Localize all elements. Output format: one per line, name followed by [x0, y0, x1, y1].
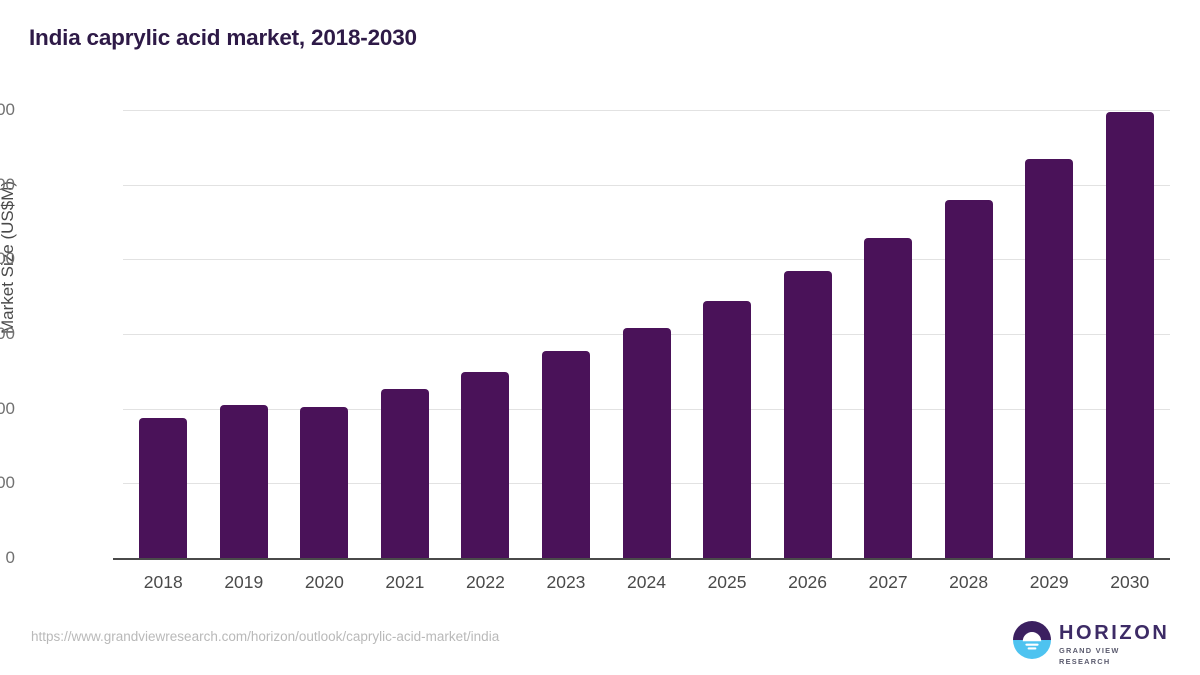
bar-group	[783, 110, 832, 558]
y-axis-tick-label: 600	[0, 100, 15, 119]
brand-logo: HORIZON GRAND VIEW RESEARCH	[1012, 618, 1167, 666]
bar-2022[interactable]	[461, 372, 510, 558]
gridline	[123, 110, 1170, 111]
bar-2028[interactable]	[944, 200, 993, 558]
bar-group	[461, 110, 510, 558]
x-axis-tick-label: 2021	[385, 572, 425, 592]
logo-text-block: HORIZON GRAND VIEW RESEARCH	[1059, 623, 1169, 667]
x-axis-tick-label: 2029	[1029, 572, 1069, 592]
x-axis-tick-label: 2024	[627, 572, 666, 592]
y-axis-tick-label: 300	[0, 324, 15, 343]
bar-group	[219, 110, 268, 558]
x-axis-tick-label: 2018	[143, 572, 183, 592]
bar-group	[380, 110, 429, 558]
x-axis-tick-label: 2026	[788, 572, 828, 592]
bar-2030[interactable]	[1105, 112, 1154, 558]
bar-2023[interactable]	[541, 351, 590, 558]
bar-2020[interactable]	[300, 407, 349, 558]
y-axis-tick-label: 100	[0, 473, 15, 493]
logo-tagline: GRAND VIEW RESEARCH	[1059, 646, 1120, 666]
bar-group	[1025, 110, 1074, 558]
y-axis-tick-label: 500	[0, 174, 15, 194]
x-axis-tick-label: 2022	[465, 572, 505, 592]
bar-group	[864, 110, 913, 558]
x-axis-tick-label: 2028	[949, 572, 989, 592]
bar-2019[interactable]	[219, 404, 268, 558]
y-axis-tick-label: 400	[0, 249, 15, 269]
horizon-logo-icon	[1013, 621, 1051, 659]
bar-group	[300, 110, 349, 558]
plot-area	[123, 110, 1170, 558]
y-axis-tick-label: 0	[5, 548, 15, 567]
x-axis-tick-label: 2027	[868, 572, 908, 592]
logo-wordmark: HORIZON	[1059, 622, 1170, 644]
source-url[interactable]: https://www.grandviewresearch.com/horizo…	[31, 629, 500, 644]
bar-2027[interactable]	[864, 238, 913, 558]
y-axis-tick-label: 200	[0, 398, 15, 418]
bar-group	[1105, 110, 1154, 558]
gridline	[123, 259, 1170, 261]
bar-group	[541, 110, 590, 558]
bar-2025[interactable]	[703, 301, 752, 558]
bar-group	[703, 110, 752, 558]
bar-2021[interactable]	[380, 389, 429, 558]
bar-2024[interactable]	[622, 328, 671, 558]
x-axis-tick-label: 2025	[707, 572, 747, 592]
bar-2029[interactable]	[1025, 159, 1074, 558]
page-title: India caprylic acid market, 2018-2030	[29, 25, 417, 50]
bar-group	[622, 110, 671, 558]
gridline	[123, 184, 1170, 186]
x-axis-line	[113, 558, 1170, 560]
x-axis-tick-label: 2019	[224, 572, 264, 592]
bar-2018[interactable]	[139, 417, 188, 558]
bar-group	[139, 110, 188, 558]
x-axis-tick-label: 2023	[546, 572, 586, 592]
x-axis-tick-label: 2020	[304, 572, 344, 592]
bar-2026[interactable]	[783, 271, 832, 558]
x-axis-tick-label: 2030	[1110, 572, 1150, 592]
bar-group	[944, 110, 993, 558]
